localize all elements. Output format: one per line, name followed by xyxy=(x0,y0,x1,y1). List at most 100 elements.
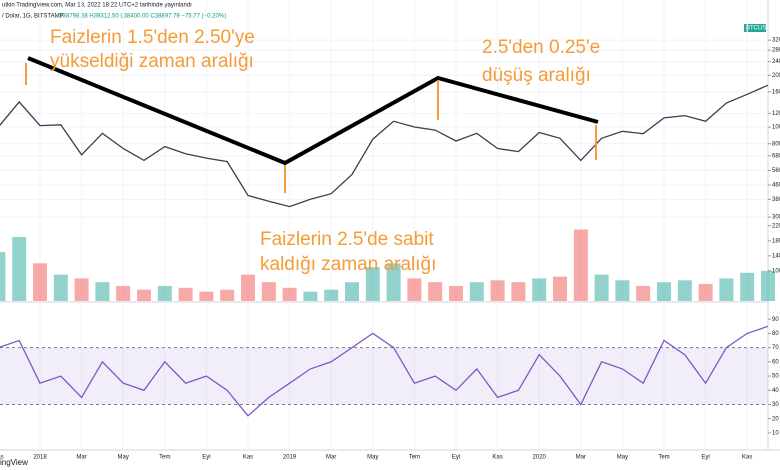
volume-bar xyxy=(698,284,713,301)
annotation: yükseldiği zaman aralığı xyxy=(50,51,254,72)
volume-bar xyxy=(428,282,443,301)
y-tick-label: 180 xyxy=(772,238,780,244)
y-tick-label: 140 xyxy=(772,253,780,259)
volume-bar xyxy=(469,282,484,301)
volume-bar xyxy=(282,287,297,301)
y-tick-label: 100 xyxy=(772,268,780,274)
y-tick-label: 60 xyxy=(772,359,779,365)
volume-bar xyxy=(657,282,671,301)
volume-bar xyxy=(12,237,27,301)
y-tick-label: 80 xyxy=(772,331,779,337)
volume-bar xyxy=(719,278,734,301)
annotation: düşüş aralığı xyxy=(482,65,591,86)
volume-bar xyxy=(261,282,276,301)
volume-bar xyxy=(407,278,422,301)
volume-bar xyxy=(615,280,630,301)
x-tick-label: Kas xyxy=(492,455,502,461)
x-tick-label: 2018 xyxy=(33,455,47,461)
volume-bar xyxy=(95,282,110,301)
x-tick-label: Tem xyxy=(409,455,420,461)
trend-overlay xyxy=(25,56,599,193)
x-tick-label: May xyxy=(118,455,129,461)
y-tick-label: 220 xyxy=(772,223,780,229)
y-tick-label: 3800 xyxy=(772,197,780,203)
x-tick-label: Mar xyxy=(76,455,86,461)
x-tick-label: Kas xyxy=(0,455,4,461)
x-tick-label: Eyl xyxy=(202,455,210,461)
ohlc: O38798.68 H39312.50 L38400.00 C38897.79 … xyxy=(58,14,226,20)
volume-bar xyxy=(0,252,6,301)
volume-bar xyxy=(137,289,151,301)
y-tick-label: 30 xyxy=(772,402,779,408)
y-tick-label: 10 xyxy=(772,430,779,436)
symbol-tag: BTCUSD xyxy=(746,26,771,32)
volume-bar xyxy=(365,267,380,301)
x-tick-label: May xyxy=(617,455,628,461)
x-tick-label: Kas xyxy=(742,455,752,461)
y-tick-label: 5600 xyxy=(772,168,780,174)
x-tick-label: 2019 xyxy=(283,455,297,461)
y-tick-label: 10000 xyxy=(772,125,780,131)
rsi-band xyxy=(0,347,768,405)
footer-logo: ingView xyxy=(0,458,28,467)
volume-bar xyxy=(449,285,463,301)
x-tick-label: May xyxy=(367,455,378,461)
y-tick-label: 50 xyxy=(772,374,779,380)
volume-bar xyxy=(324,289,339,301)
annotation: kaldığı zaman aralığı xyxy=(260,254,436,275)
volume-bar xyxy=(220,289,235,301)
volume-bar xyxy=(241,274,255,301)
y-tick-label: 40 xyxy=(772,388,779,394)
volume-bar xyxy=(761,270,775,301)
volume-bar xyxy=(116,285,131,301)
volume-bar xyxy=(53,274,68,301)
volume-bar xyxy=(199,291,214,301)
volume-bar xyxy=(573,229,588,301)
published-note: utkin TradingView.com, Mar 13, 2022 18:2… xyxy=(2,3,192,9)
annotation: 2.5'den 0.25'e xyxy=(482,37,600,58)
y-tick-label: 28000 xyxy=(772,48,780,54)
annotation: Faizlerin 1.5'den 2.50'ye xyxy=(50,27,255,48)
y-tick-label: 3000 xyxy=(772,215,780,221)
volume-bar xyxy=(303,291,318,301)
volume-bar xyxy=(594,274,609,301)
volume-bar xyxy=(74,278,89,301)
y-tick-label: 4600 xyxy=(772,183,780,189)
annotation: Faizlerin 2.5'de sabit xyxy=(260,229,434,250)
y-tick-label: 32000 xyxy=(772,38,780,44)
volume-bar xyxy=(33,263,47,301)
volume-bar xyxy=(345,282,359,301)
y-tick-label: 90 xyxy=(772,317,779,323)
volume-bar xyxy=(511,282,526,301)
volume-bar xyxy=(178,287,193,301)
x-tick-label: Mar xyxy=(576,455,586,461)
y-tick-label: 6800 xyxy=(772,153,780,159)
symbol-tag-bg xyxy=(744,24,766,32)
x-tick-label: Mar xyxy=(326,455,336,461)
x-tick-label: Eyl xyxy=(452,455,460,461)
y-tick-label: 70 xyxy=(772,345,779,351)
x-tick-label: Tem xyxy=(658,455,669,461)
y-tick-label: 20000 xyxy=(772,73,780,79)
volume-bar xyxy=(157,285,172,301)
series-line xyxy=(0,325,769,417)
volume-bar xyxy=(636,285,651,301)
x-tick-label: Kas xyxy=(243,455,253,461)
y-tick-label: 16000 xyxy=(772,90,780,96)
trend-line xyxy=(27,56,599,166)
y-tick-label: 24000 xyxy=(772,59,780,65)
y-tick-label: 12000 xyxy=(772,111,780,117)
x-tick-label: 2020 xyxy=(533,455,547,461)
x-tick-label: Tem xyxy=(159,455,170,461)
x-tick-label: Eyl xyxy=(701,455,709,461)
series-line xyxy=(0,84,769,208)
volume-bar xyxy=(532,278,547,301)
y-tick-label: 20 xyxy=(772,416,779,422)
symbol: / Dolar, 1G, BITSTAMP xyxy=(2,14,64,20)
volume-bar xyxy=(490,280,505,301)
volume-bar xyxy=(386,263,401,301)
volume-bar xyxy=(677,280,692,301)
